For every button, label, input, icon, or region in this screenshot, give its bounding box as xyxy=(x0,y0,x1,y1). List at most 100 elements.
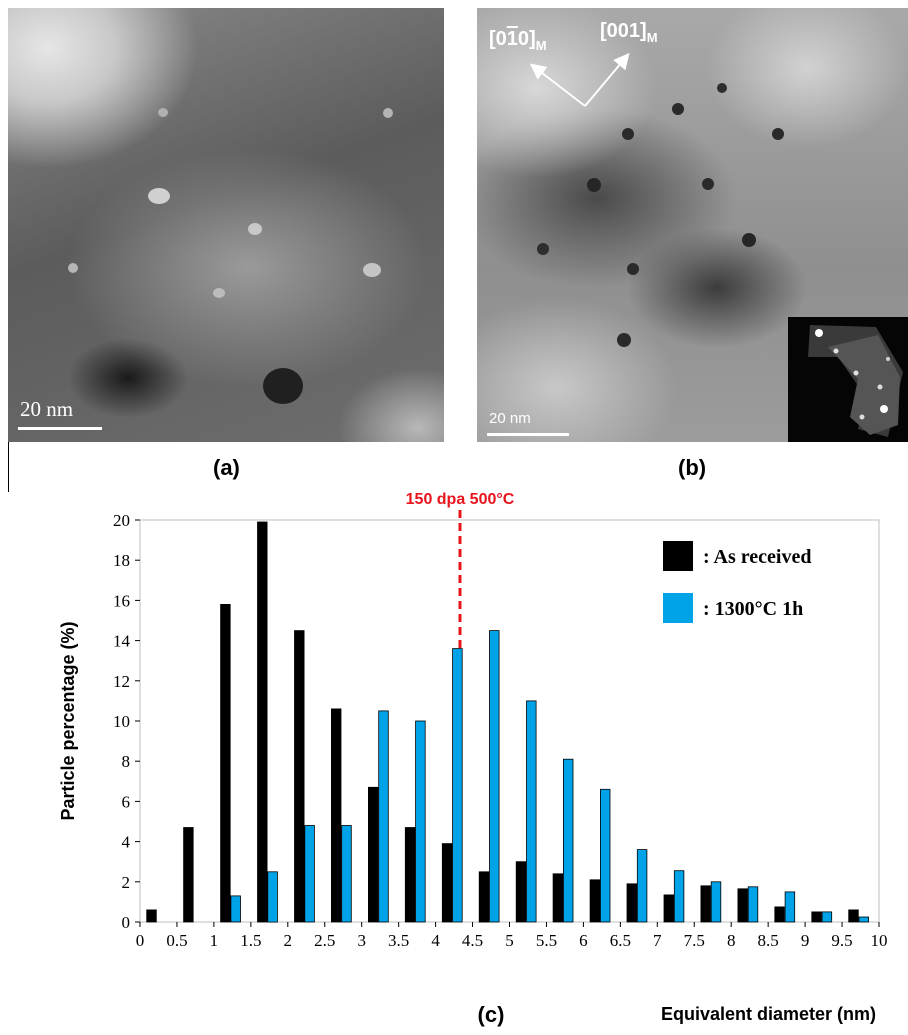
precipitate-speck xyxy=(213,288,225,298)
precipitate-speck xyxy=(363,263,381,277)
scale-bar-b xyxy=(487,433,569,436)
y-tick-label: 20 xyxy=(113,511,130,530)
x-tick-label: 7 xyxy=(653,931,662,950)
y-tick-label: 4 xyxy=(122,833,131,852)
panel-caption-a: (a) xyxy=(213,455,240,480)
precipitate-speck xyxy=(622,128,634,140)
bar-1300c-1h-12 xyxy=(600,788,611,923)
reference-line-label: 150 dpa 500°C xyxy=(406,491,515,508)
bar-1300c-1h-14 xyxy=(673,870,685,923)
precipitate-speck xyxy=(772,128,784,140)
bar-as-received-17 xyxy=(774,906,785,923)
bar-1300c-1h-3 xyxy=(267,871,278,923)
x-tick-label: 4 xyxy=(431,931,440,950)
bar-as-received-7 xyxy=(404,827,416,923)
x-tick-label: 5 xyxy=(505,931,514,950)
crystal-direction-arrows xyxy=(529,52,630,107)
precipitate-speck xyxy=(248,223,262,235)
bar-as-received-12 xyxy=(589,879,601,923)
bar-as-received-9 xyxy=(478,871,490,923)
bar-1300c-1h-13 xyxy=(636,849,648,923)
bar-1300c-1h-5 xyxy=(341,825,352,923)
precipitate-speck xyxy=(587,178,601,192)
x-tick-label: 6.5 xyxy=(610,931,631,950)
tem-image-b: [010]M [001]M 20 nm xyxy=(477,8,908,442)
direction-label-010: [010]M xyxy=(489,28,547,53)
direction-label-010-start: [0 xyxy=(489,28,507,50)
tem-image-a: 20 nm xyxy=(8,8,444,442)
bar-1300c-1h-18 xyxy=(821,911,833,923)
y-axis-ticks: 0 2 4 6 8 10 12 14 16 18 20 xyxy=(113,511,140,932)
direction-label-001: [001]M xyxy=(600,20,658,45)
y-axis-label: Particle percentage (%) xyxy=(58,621,78,820)
bar-as-received-13 xyxy=(626,883,638,923)
x-tick-label: 2.5 xyxy=(314,931,335,950)
bar-as-received-14 xyxy=(663,894,675,923)
precipitate-speck xyxy=(617,333,631,347)
x-tick-label: 5.5 xyxy=(536,931,557,950)
panel-caption-b: (b) xyxy=(678,455,707,480)
x-axis-ticks: 0 0.5 1 1.5 2 2.5 3 3.5 4 4.5 5 5.5 6 6.5 7 7.5 8 8.5 9 9.5… xyxy=(136,922,888,950)
bar-as-received-2 xyxy=(220,604,231,923)
precipitate-speck xyxy=(717,83,727,93)
direction-label-001-subscript: M xyxy=(646,30,658,45)
x-tick-label: 1.5 xyxy=(240,931,261,950)
y-tick-label: 14 xyxy=(113,632,131,651)
bar-as-received-0 xyxy=(146,909,157,923)
bar-as-received-3 xyxy=(257,521,268,923)
bar-1300c-1h-19 xyxy=(858,916,870,923)
bar-group xyxy=(146,521,870,923)
x-tick-label: 3.5 xyxy=(388,931,409,950)
legend-swatch-1300c-1h xyxy=(663,593,693,623)
precipitate-speck xyxy=(742,233,756,247)
diffraction-pattern-graphic xyxy=(808,325,903,437)
x-tick-label: 0.5 xyxy=(166,931,187,950)
scale-bar-a xyxy=(18,427,102,430)
scale-bar-label-b: 20 nm xyxy=(489,410,531,427)
bar-as-received-6 xyxy=(367,786,379,923)
direction-label-001-text: [001] xyxy=(600,20,647,42)
legend: : As received : 1300°C 1h xyxy=(663,541,812,623)
dark-region xyxy=(263,368,303,404)
x-tick-label: 0 xyxy=(136,931,145,950)
direction-label-010-end: 0] xyxy=(517,28,536,50)
y-tick-label: 6 xyxy=(122,792,131,811)
legend-label-1300c-1h: : 1300°C 1h xyxy=(703,598,803,620)
precipitate-speck xyxy=(383,108,393,118)
precipitate-speck xyxy=(68,263,78,273)
bar-as-received-5 xyxy=(330,708,342,923)
scale-bar-label-a: 20 nm xyxy=(20,397,74,421)
bar-1300c-1h-15 xyxy=(710,881,722,923)
x-tick-label: 3 xyxy=(357,931,366,950)
y-tick-label: 16 xyxy=(113,591,130,610)
precipitate-speck xyxy=(627,263,639,275)
precipitate-speck xyxy=(702,178,714,190)
bar-as-received-8 xyxy=(441,843,453,923)
x-tick-label: 4.5 xyxy=(462,931,483,950)
x-axis-label: Equivalent diameter (nm) xyxy=(661,1004,876,1024)
bar-as-received-11 xyxy=(552,873,564,923)
precipitate-speck xyxy=(148,188,170,204)
x-tick-label: 1 xyxy=(210,931,219,950)
bar-as-received-18 xyxy=(811,911,822,923)
bar-as-received-10 xyxy=(515,861,527,923)
bar-as-received-19 xyxy=(848,909,859,923)
y-tick-label: 12 xyxy=(113,672,130,691)
particle-size-histogram: 0 2 4 6 8 10 12 14 16 18 20 0 0.5 1 1.5 2 2.5 3 3.5 4 4.5 5 5… xyxy=(58,491,888,1027)
plot-area xyxy=(139,519,880,923)
y-tick-label: 2 xyxy=(122,873,131,892)
precipitate-speck xyxy=(537,243,549,255)
diffraction-pattern-inset xyxy=(788,317,908,442)
x-tick-label: 8.5 xyxy=(758,931,779,950)
bar-as-received-1 xyxy=(183,827,194,923)
bar-1300c-1h-16 xyxy=(747,886,759,923)
x-tick-label: 2 xyxy=(284,931,293,950)
y-tick-label: 18 xyxy=(113,551,130,570)
x-tick-label: 7.5 xyxy=(684,931,705,950)
panel-caption-c: (c) xyxy=(478,1002,505,1027)
precipitate-speck xyxy=(158,108,168,117)
y-tick-label: 0 xyxy=(122,913,131,932)
bar-1300c-1h-8 xyxy=(452,648,463,923)
legend-label-as-received: : As received xyxy=(703,546,812,568)
y-tick-label: 8 xyxy=(122,752,131,771)
